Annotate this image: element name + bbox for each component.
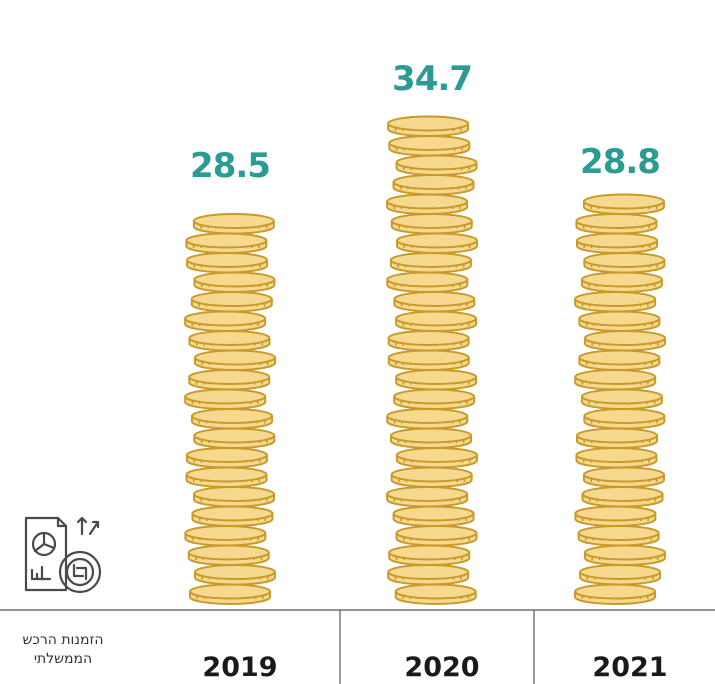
coin bbox=[574, 291, 657, 313]
coin bbox=[583, 330, 666, 352]
coin bbox=[575, 427, 658, 449]
value-label-2020: 34.7 bbox=[392, 59, 472, 99]
year-label-2021: 2021 bbox=[592, 652, 667, 683]
coin-stacks-group bbox=[184, 115, 666, 605]
coin bbox=[190, 291, 273, 313]
coin bbox=[185, 232, 268, 254]
coin bbox=[192, 213, 275, 235]
coin bbox=[187, 544, 270, 566]
coin bbox=[193, 427, 276, 449]
coin bbox=[188, 330, 271, 352]
coin bbox=[390, 466, 473, 488]
coin bbox=[184, 525, 267, 547]
coin bbox=[387, 330, 470, 352]
coin bbox=[192, 486, 275, 508]
coin bbox=[576, 232, 659, 254]
coin bbox=[574, 505, 657, 527]
coin bbox=[580, 388, 663, 410]
year-label-2020: 2020 bbox=[404, 652, 479, 683]
coin bbox=[575, 447, 658, 469]
caption-line: הממשלתי bbox=[33, 651, 93, 667]
coin bbox=[193, 271, 276, 293]
report-with-shekel-coin-icon bbox=[18, 512, 118, 602]
coin bbox=[392, 174, 475, 196]
chart-caption: הזמנות הרכש הממשלתי bbox=[8, 631, 118, 669]
coin bbox=[191, 505, 274, 527]
coin bbox=[386, 408, 469, 430]
coin bbox=[190, 408, 273, 430]
coin bbox=[188, 369, 271, 391]
coin bbox=[579, 564, 662, 586]
value-label-2021: 28.8 bbox=[580, 142, 660, 182]
coin bbox=[582, 193, 665, 215]
coin bbox=[392, 505, 475, 527]
coin bbox=[395, 232, 478, 254]
caption-line: הזמנות הרכש bbox=[22, 632, 104, 648]
bar-2021 bbox=[574, 193, 666, 605]
value-labels-group: 28.5 34.7 28.8 bbox=[190, 59, 661, 186]
year-label-2019: 2019 bbox=[202, 652, 277, 683]
coin bbox=[574, 583, 657, 605]
coin bbox=[583, 544, 666, 566]
coin bbox=[388, 135, 471, 157]
coin bbox=[185, 447, 268, 469]
coin bbox=[574, 369, 657, 391]
bar-2020 bbox=[386, 115, 478, 605]
coin bbox=[184, 388, 267, 410]
coin bbox=[575, 213, 658, 235]
coin bbox=[393, 291, 476, 313]
coin bbox=[387, 564, 470, 586]
coin bbox=[390, 427, 473, 449]
year-labels-group: 2019 2020 2021 bbox=[202, 652, 667, 683]
coin bbox=[386, 193, 469, 215]
coin bbox=[582, 466, 665, 488]
coin bbox=[577, 525, 660, 547]
coin bbox=[390, 213, 473, 235]
coin bbox=[395, 310, 478, 332]
value-label-2019: 28.5 bbox=[190, 146, 270, 186]
coin bbox=[184, 310, 267, 332]
coin bbox=[185, 466, 268, 488]
coin bbox=[395, 369, 478, 391]
coin bbox=[581, 486, 664, 508]
coin bbox=[583, 252, 666, 274]
coin bbox=[578, 310, 661, 332]
coin bbox=[395, 447, 478, 469]
coin bbox=[387, 115, 470, 137]
coin bbox=[393, 388, 476, 410]
coin bbox=[580, 271, 663, 293]
coin bbox=[578, 349, 661, 371]
coin bbox=[186, 252, 269, 274]
coin bbox=[394, 583, 477, 605]
coin bbox=[193, 349, 276, 371]
coin bbox=[386, 271, 469, 293]
coin bbox=[387, 349, 470, 371]
coin bbox=[386, 486, 469, 508]
coin bbox=[389, 252, 472, 274]
coin bbox=[193, 564, 276, 586]
coin bbox=[583, 408, 666, 430]
coin bbox=[388, 544, 471, 566]
coin bbox=[395, 525, 478, 547]
bar-2019 bbox=[184, 213, 276, 605]
coin bbox=[189, 583, 271, 605]
coin bbox=[395, 154, 478, 176]
